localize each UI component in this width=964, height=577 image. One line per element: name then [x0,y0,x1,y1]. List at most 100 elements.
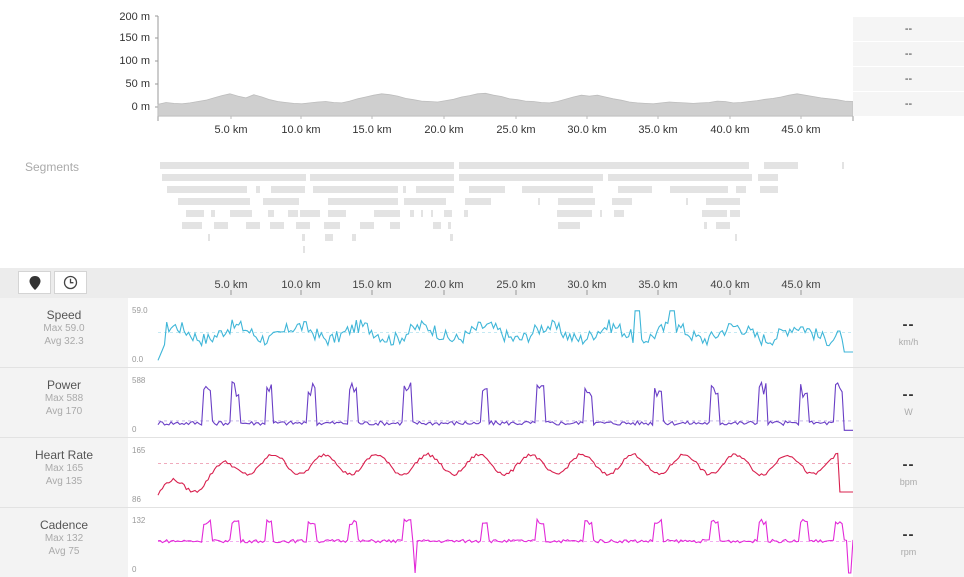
stream-label: Heart Rate Max 165 Avg 135 [0,438,128,507]
stream-x-label: 45.0 km [781,279,821,291]
segment-bar [670,186,728,193]
segment-bar [421,210,423,217]
segment-bar [211,210,215,217]
power-line [157,380,853,431]
stream-unit: rpm [900,547,917,557]
stream-row-speed[interactable]: Speed Max 59.0 Avg 32.3 59.0 0.0 -- km/h [0,298,964,367]
stream-x-label: 25.0 km [496,279,536,291]
segment-bar [271,186,305,193]
segment-bar [764,162,798,169]
segment-bar [296,222,310,229]
segment-bar [758,174,778,181]
segment-bar [328,210,346,217]
segment-bar [167,186,247,193]
stream-axis-max: 59.0 [132,306,148,315]
summary-value: -- [853,42,964,66]
segment-bar [403,186,406,193]
elevation-y-label: 150 m [119,32,150,44]
segment-bar [600,210,602,217]
elevation-x-label: 20.0 km [424,124,464,136]
stream-max: Max 588 [44,393,84,404]
stream-max: Max 165 [44,463,84,474]
stream-name: Heart Rate [34,448,94,462]
stream-value: -- [902,456,915,473]
time-mode-button[interactable] [54,271,87,294]
segment-bar [162,174,306,181]
segment-bar [214,222,228,229]
stream-line [157,517,853,574]
stream-value: -- [902,386,915,403]
segment-bar [300,210,320,217]
segment-bar [704,222,707,229]
segment-bar [459,174,603,181]
stream-name: Cadence [39,518,89,532]
segment-bar [730,210,740,217]
segments-label: Segments [25,160,80,174]
segment-bar [702,210,727,217]
stream-unit: W [904,407,913,417]
elevation-y-label: 50 m [125,78,150,90]
stream-row-power[interactable]: Power Max 588 Avg 170 588 0 -- W [0,368,964,437]
stream-x-label: 5.0 km [214,279,248,291]
stream-row-cadence[interactable]: Cadence Max 132 Avg 75 132 0 -- rpm [0,508,964,577]
segment-bar [246,222,260,229]
stream-x-label: 30.0 km [567,279,607,291]
segment-bar [404,198,446,205]
segment-bar [352,234,356,241]
segment-bar [522,186,593,193]
segment-bar [618,186,652,193]
segment-bar [557,210,592,217]
segment-bar [186,210,204,217]
stream-avg: Avg 135 [45,476,83,487]
elevation-x-label: 30.0 km [567,124,607,136]
segments-chart[interactable] [0,0,964,268]
segment-bar [416,186,454,193]
segment-bar [270,222,284,229]
clock-icon [63,275,78,290]
segment-bar [182,222,202,229]
stream-value: -- [902,526,915,543]
segment-bar [178,198,250,205]
stream-axis-max: 165 [132,446,146,455]
segment-bar [735,234,737,241]
heart-rate-line [157,452,853,496]
elevation-x-label: 35.0 km [638,124,678,136]
segment-bar [324,222,340,229]
stream-current: -- bpm [853,438,964,507]
elevation-chart[interactable] [0,0,964,140]
elevation-x-label: 45.0 km [781,124,821,136]
segment-bar [608,174,752,181]
stream-unit: bpm [899,477,918,487]
segment-bar [686,198,688,205]
elevation-area [157,92,854,117]
segment-bar [433,222,441,229]
stream-graph[interactable]: 59.0 0.0 [128,298,853,367]
stream-graph[interactable]: 132 0 [128,508,853,577]
stream-graph[interactable]: 588 0 [128,368,853,437]
stream-current: -- rpm [853,508,964,577]
stream-current: -- km/h [853,298,964,367]
elevation-x-label: 5.0 km [214,124,248,136]
stream-graph[interactable]: 165 86 [128,438,853,507]
distance-mode-button[interactable] [18,271,51,294]
elevation-panel: 200 m 150 m 100 m 50 m 0 m 5.0 km 10.0 k… [0,0,964,268]
stream-line [157,310,853,361]
segment-bar [566,222,580,229]
stream-x-label: 35.0 km [638,279,678,291]
stream-line [157,452,853,496]
stream-axis-ticks [230,290,802,295]
segment-bar [558,222,566,229]
segment-bar [303,246,305,253]
segment-bar [360,222,374,229]
segment-bar [706,198,740,205]
elevation-y-label: 0 m [131,101,150,113]
elevation-x-label: 10.0 km [281,124,321,136]
stream-label: Speed Max 59.0 Avg 32.3 [0,298,128,367]
stream-row-heart-rate[interactable]: Heart Rate Max 165 Avg 135 165 86 -- bpm [0,438,964,507]
segment-bar [450,234,453,241]
segment-bar [390,222,400,229]
stream-axis-min: 0.0 [132,355,144,364]
stream-line [157,380,853,431]
stream-axis-min: 0 [132,425,137,434]
speed-line [157,310,853,361]
